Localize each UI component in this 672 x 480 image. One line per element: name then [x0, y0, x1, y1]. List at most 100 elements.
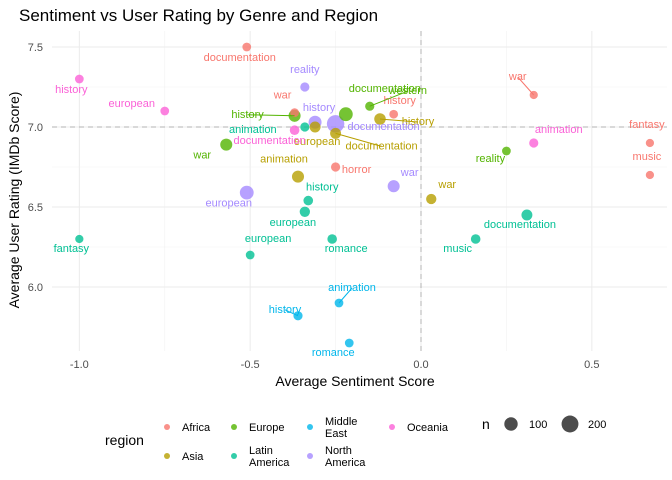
- label-leader: [517, 76, 535, 96]
- label-leader: [247, 114, 295, 117]
- data-point: [426, 193, 437, 205]
- label-leader: [284, 309, 299, 317]
- point-labels: documentationhistorywarhorrormusicfantas…: [54, 52, 666, 359]
- data-point: [344, 338, 354, 348]
- point-label: war: [437, 179, 456, 191]
- point-label: fantasy: [54, 243, 90, 255]
- legend-color-key: [307, 424, 313, 430]
- legend-color-label: Asia: [182, 451, 204, 463]
- legend-size-key: [504, 417, 518, 431]
- point-label: war: [400, 167, 419, 179]
- data-point: [309, 121, 321, 133]
- data-point: [291, 170, 305, 183]
- data-point: [327, 234, 337, 244]
- legend-size-label: 200: [588, 419, 606, 431]
- point-label: european: [245, 233, 292, 245]
- data-point: [529, 138, 539, 148]
- point-label: reality: [290, 64, 320, 76]
- data-point: [74, 74, 84, 84]
- label-leader: [379, 118, 419, 123]
- point-label: horror: [342, 164, 372, 176]
- legend-color-label: North America: [325, 445, 366, 469]
- legend-color-label: Africa: [182, 422, 211, 434]
- point-label: reality: [476, 153, 506, 165]
- data-point: [242, 42, 252, 52]
- point-label: war: [273, 90, 292, 102]
- point-label: romance: [325, 243, 368, 255]
- point-label: western: [387, 85, 427, 97]
- point-label: music: [633, 151, 662, 163]
- data-point: [160, 106, 170, 116]
- label-leader: [335, 132, 382, 147]
- y-tick-label: 7.0: [28, 122, 43, 134]
- y-axis-title: Average User Rating (IMDb Score): [6, 92, 22, 309]
- data-point: [470, 234, 481, 244]
- legend: region n Africa Asia Europe Latin America Mid…: [105, 415, 606, 469]
- point-label: animation: [328, 282, 376, 294]
- y-tick-label: 6.5: [28, 202, 43, 214]
- legend-color-label: Europe: [249, 422, 284, 434]
- legend-color-title: region: [105, 432, 144, 448]
- legend-color-key: [231, 453, 237, 459]
- reference-lines: [52, 31, 667, 351]
- axis-ticks: -1.0 -0.5 0.0 0.5 6.0 6.5 7.0 7.5: [28, 42, 600, 371]
- legend-color-label: Oceania: [407, 422, 449, 434]
- data-point: [330, 162, 341, 172]
- data-point: [289, 125, 300, 136]
- legend-color-key: [164, 424, 170, 430]
- point-label: european: [109, 98, 156, 110]
- point-label: history: [303, 102, 336, 114]
- label-leader: [369, 90, 408, 107]
- x-axis-title: Average Sentiment Score: [275, 373, 434, 389]
- point-label: music: [443, 243, 472, 255]
- x-tick-label: -1.0: [70, 359, 89, 371]
- legend-color-label: Latin America: [249, 445, 290, 469]
- point-label: documentation: [484, 219, 556, 231]
- point-label: history: [383, 95, 416, 107]
- data-point: [645, 170, 655, 180]
- legend-size-key: [561, 415, 579, 433]
- point-label: documentation: [345, 140, 417, 152]
- point-label: documentation: [347, 121, 419, 133]
- x-tick-label: 0.0: [413, 359, 428, 371]
- data-point: [303, 195, 314, 206]
- point-label: european: [294, 136, 341, 148]
- data-point: [300, 82, 310, 92]
- legend-color-label: Middle East: [325, 416, 357, 440]
- data-point: [645, 138, 655, 148]
- data-point: [75, 234, 84, 244]
- point-label: documentation: [204, 52, 276, 64]
- point-label: history: [306, 182, 339, 194]
- legend-color-key: [389, 424, 395, 430]
- point-label: european: [270, 217, 317, 229]
- point-label: war: [508, 71, 527, 83]
- chart-title: Sentiment vs User Rating by Genre and Re…: [19, 6, 378, 25]
- legend-color-key: [307, 453, 313, 459]
- point-label: animation: [535, 124, 583, 136]
- data-point: [326, 115, 345, 133]
- data-point: [245, 250, 255, 260]
- point-label: documentation: [233, 135, 305, 147]
- legend-size-title: n: [482, 416, 490, 432]
- point-label: european: [206, 198, 253, 210]
- point-label: history: [231, 109, 264, 121]
- data-point: [239, 185, 254, 200]
- x-tick-label: 0.5: [584, 359, 599, 371]
- data-point: [338, 107, 353, 122]
- point-label: history: [55, 84, 88, 96]
- label-leader: [338, 287, 353, 304]
- point-label: documentation: [349, 83, 421, 95]
- data-point: [387, 180, 400, 193]
- legend-color-key: [231, 424, 237, 430]
- y-tick-label: 7.5: [28, 42, 43, 54]
- point-label: fantasy: [629, 119, 665, 131]
- data-point: [300, 122, 310, 132]
- point-label: history: [269, 304, 302, 316]
- point-label: history: [402, 116, 435, 128]
- point-label: animation: [229, 124, 277, 136]
- data-point: [290, 108, 299, 117]
- data-point: [502, 146, 511, 156]
- point-label: romance: [312, 347, 355, 359]
- y-tick-label: 6.0: [28, 282, 43, 294]
